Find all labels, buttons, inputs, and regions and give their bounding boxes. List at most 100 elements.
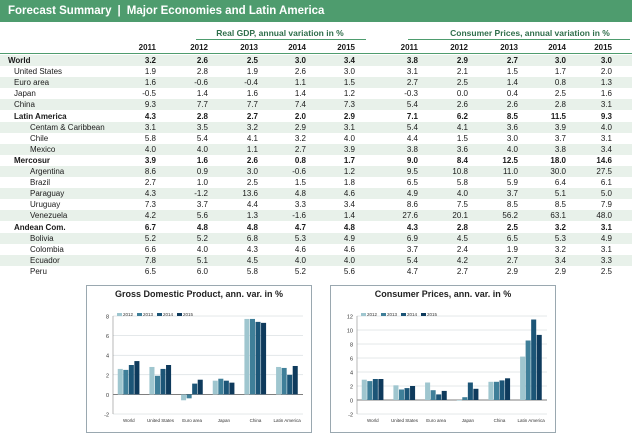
bar	[505, 378, 511, 400]
bar	[499, 380, 505, 400]
cpi-value: 12.5	[502, 155, 518, 165]
row-label: Euro area	[14, 78, 50, 88]
cpi-year-header: 2012	[450, 43, 468, 52]
gdp-value: 1.8	[343, 178, 355, 188]
cpi-value: 2.6	[506, 100, 518, 110]
cpi-value: 2.5	[456, 78, 468, 88]
y-tick-label: -2	[104, 413, 109, 419]
cpi-value: 4.4	[406, 133, 418, 143]
cpi-value: 1.7	[554, 67, 566, 77]
bar	[117, 368, 123, 395]
gdp-value: 4.3	[246, 244, 258, 254]
gdp-value: 4.8	[343, 222, 355, 232]
cpi-value: 5.0	[600, 189, 612, 199]
cpi-value: 2.5	[506, 222, 518, 232]
cpi-value: 2.6	[456, 100, 468, 110]
cpi-value: 3.1	[600, 244, 612, 254]
gdp-value: 5.4	[196, 133, 208, 143]
category-label: United States	[147, 418, 175, 423]
cpi-value: 4.9	[600, 233, 612, 243]
cpi-value: 4.0	[456, 189, 468, 199]
legend-swatch	[157, 313, 162, 316]
row-label: Ecuador	[30, 255, 60, 265]
cpi-value: 2.5	[554, 89, 566, 99]
gdp-value: 3.0	[246, 167, 258, 176]
bar	[462, 397, 468, 400]
cpi-value: 3.2	[554, 222, 566, 232]
bar	[404, 388, 410, 400]
bar	[149, 366, 155, 395]
y-tick-label: 6	[350, 357, 353, 363]
cpi-value: 6.2	[456, 111, 468, 121]
gdp-value: 2.7	[144, 178, 156, 188]
gdp-value: -1.6	[292, 211, 306, 221]
cpi-value: 9.3	[600, 111, 612, 121]
row-label: Latin America	[14, 111, 67, 121]
cpi-value: 3.8	[406, 56, 418, 65]
bar	[128, 365, 134, 395]
table-row: Andean Com. 6.7 4.8 4.8 4.7 4.8 4.3 2.8 2.5 3.2 3.…	[0, 222, 632, 233]
cpi-value: 8.5	[506, 200, 518, 210]
gdp-value: 3.0	[343, 67, 355, 77]
bar	[134, 361, 140, 395]
gdp-value: 0.9	[196, 167, 208, 176]
bar	[488, 381, 494, 400]
cpi-value: 0.4	[506, 89, 518, 99]
cpi-value: 7.1	[406, 111, 418, 121]
cpi-value: 2.5	[600, 266, 612, 276]
bar	[292, 365, 298, 395]
cpi-value: 9.0	[406, 155, 418, 165]
gdp-value: 7.4	[294, 100, 306, 110]
table-row: Uruguay 7.3 3.7 4.4 3.3 3.4 8.6 7.5 8.5 8.5 7.9	[0, 199, 632, 210]
gdp-value: 2.8	[196, 67, 208, 77]
cpi-value: 9.5	[406, 167, 418, 176]
cpi-value: 48.0	[596, 211, 612, 221]
cpi-value: 8.6	[406, 200, 418, 210]
cpi-value: 0.0	[456, 89, 468, 99]
bar	[276, 366, 282, 395]
gdp-value: 1.2	[343, 167, 355, 176]
bar	[398, 389, 404, 400]
bar	[261, 322, 267, 395]
gdp-value: 3.2	[294, 133, 306, 143]
gdp-value: 2.6	[196, 56, 208, 65]
gdp-value: -0.5	[142, 89, 156, 99]
gdp-value: 4.9	[343, 233, 355, 243]
cpi-value: 27.5	[596, 167, 612, 176]
gdp-value: 4.3	[144, 189, 156, 199]
gdp-title-rule	[196, 39, 366, 40]
gdp-value: 4.0	[144, 144, 156, 154]
gdp-value: 4.0	[294, 255, 306, 265]
cpi-value: 3.1	[600, 222, 612, 232]
gdp-value: 1.4	[196, 89, 208, 99]
category-label: United States	[391, 418, 419, 423]
gdp-value: 7.7	[196, 100, 208, 110]
category-label: World	[123, 418, 135, 423]
bar	[192, 383, 198, 395]
legend-label: 2015	[183, 312, 194, 317]
bar	[218, 378, 224, 395]
gdp-value: 1.2	[343, 89, 355, 99]
legend-swatch	[137, 313, 142, 316]
gdp-value: 4.6	[294, 244, 306, 254]
gdp-table-title: Real GDP, annual variation in %	[216, 28, 344, 38]
row-label: Uruguay	[30, 200, 61, 210]
cpi-value: 4.9	[406, 189, 418, 199]
gdp-value: 4.0	[196, 144, 208, 154]
cpi-value: 1.4	[506, 78, 518, 88]
gdp-value: 9.3	[144, 100, 156, 110]
cpi-value: 63.1	[550, 211, 566, 221]
cpi-value: 1.5	[456, 133, 468, 143]
gdp-value: 3.2	[246, 122, 258, 132]
cpi-chart-title: Consumer Prices, ann. var. in %	[374, 289, 512, 299]
cpi-value: 3.7	[554, 133, 566, 143]
year-header-row: 2011 2011 2012 2012 2013 2013 2014 2014 2015 2015	[0, 42, 632, 53]
legend-swatch	[117, 313, 122, 316]
cpi-year-header: 2011	[400, 43, 418, 52]
cpi-value: 4.0	[506, 144, 518, 154]
bar	[525, 340, 531, 400]
row-label: Peru	[30, 266, 47, 276]
y-tick-label: 2	[350, 385, 353, 391]
gdp-value: 6.6	[144, 244, 156, 254]
gdp-value: 3.0	[294, 56, 306, 65]
